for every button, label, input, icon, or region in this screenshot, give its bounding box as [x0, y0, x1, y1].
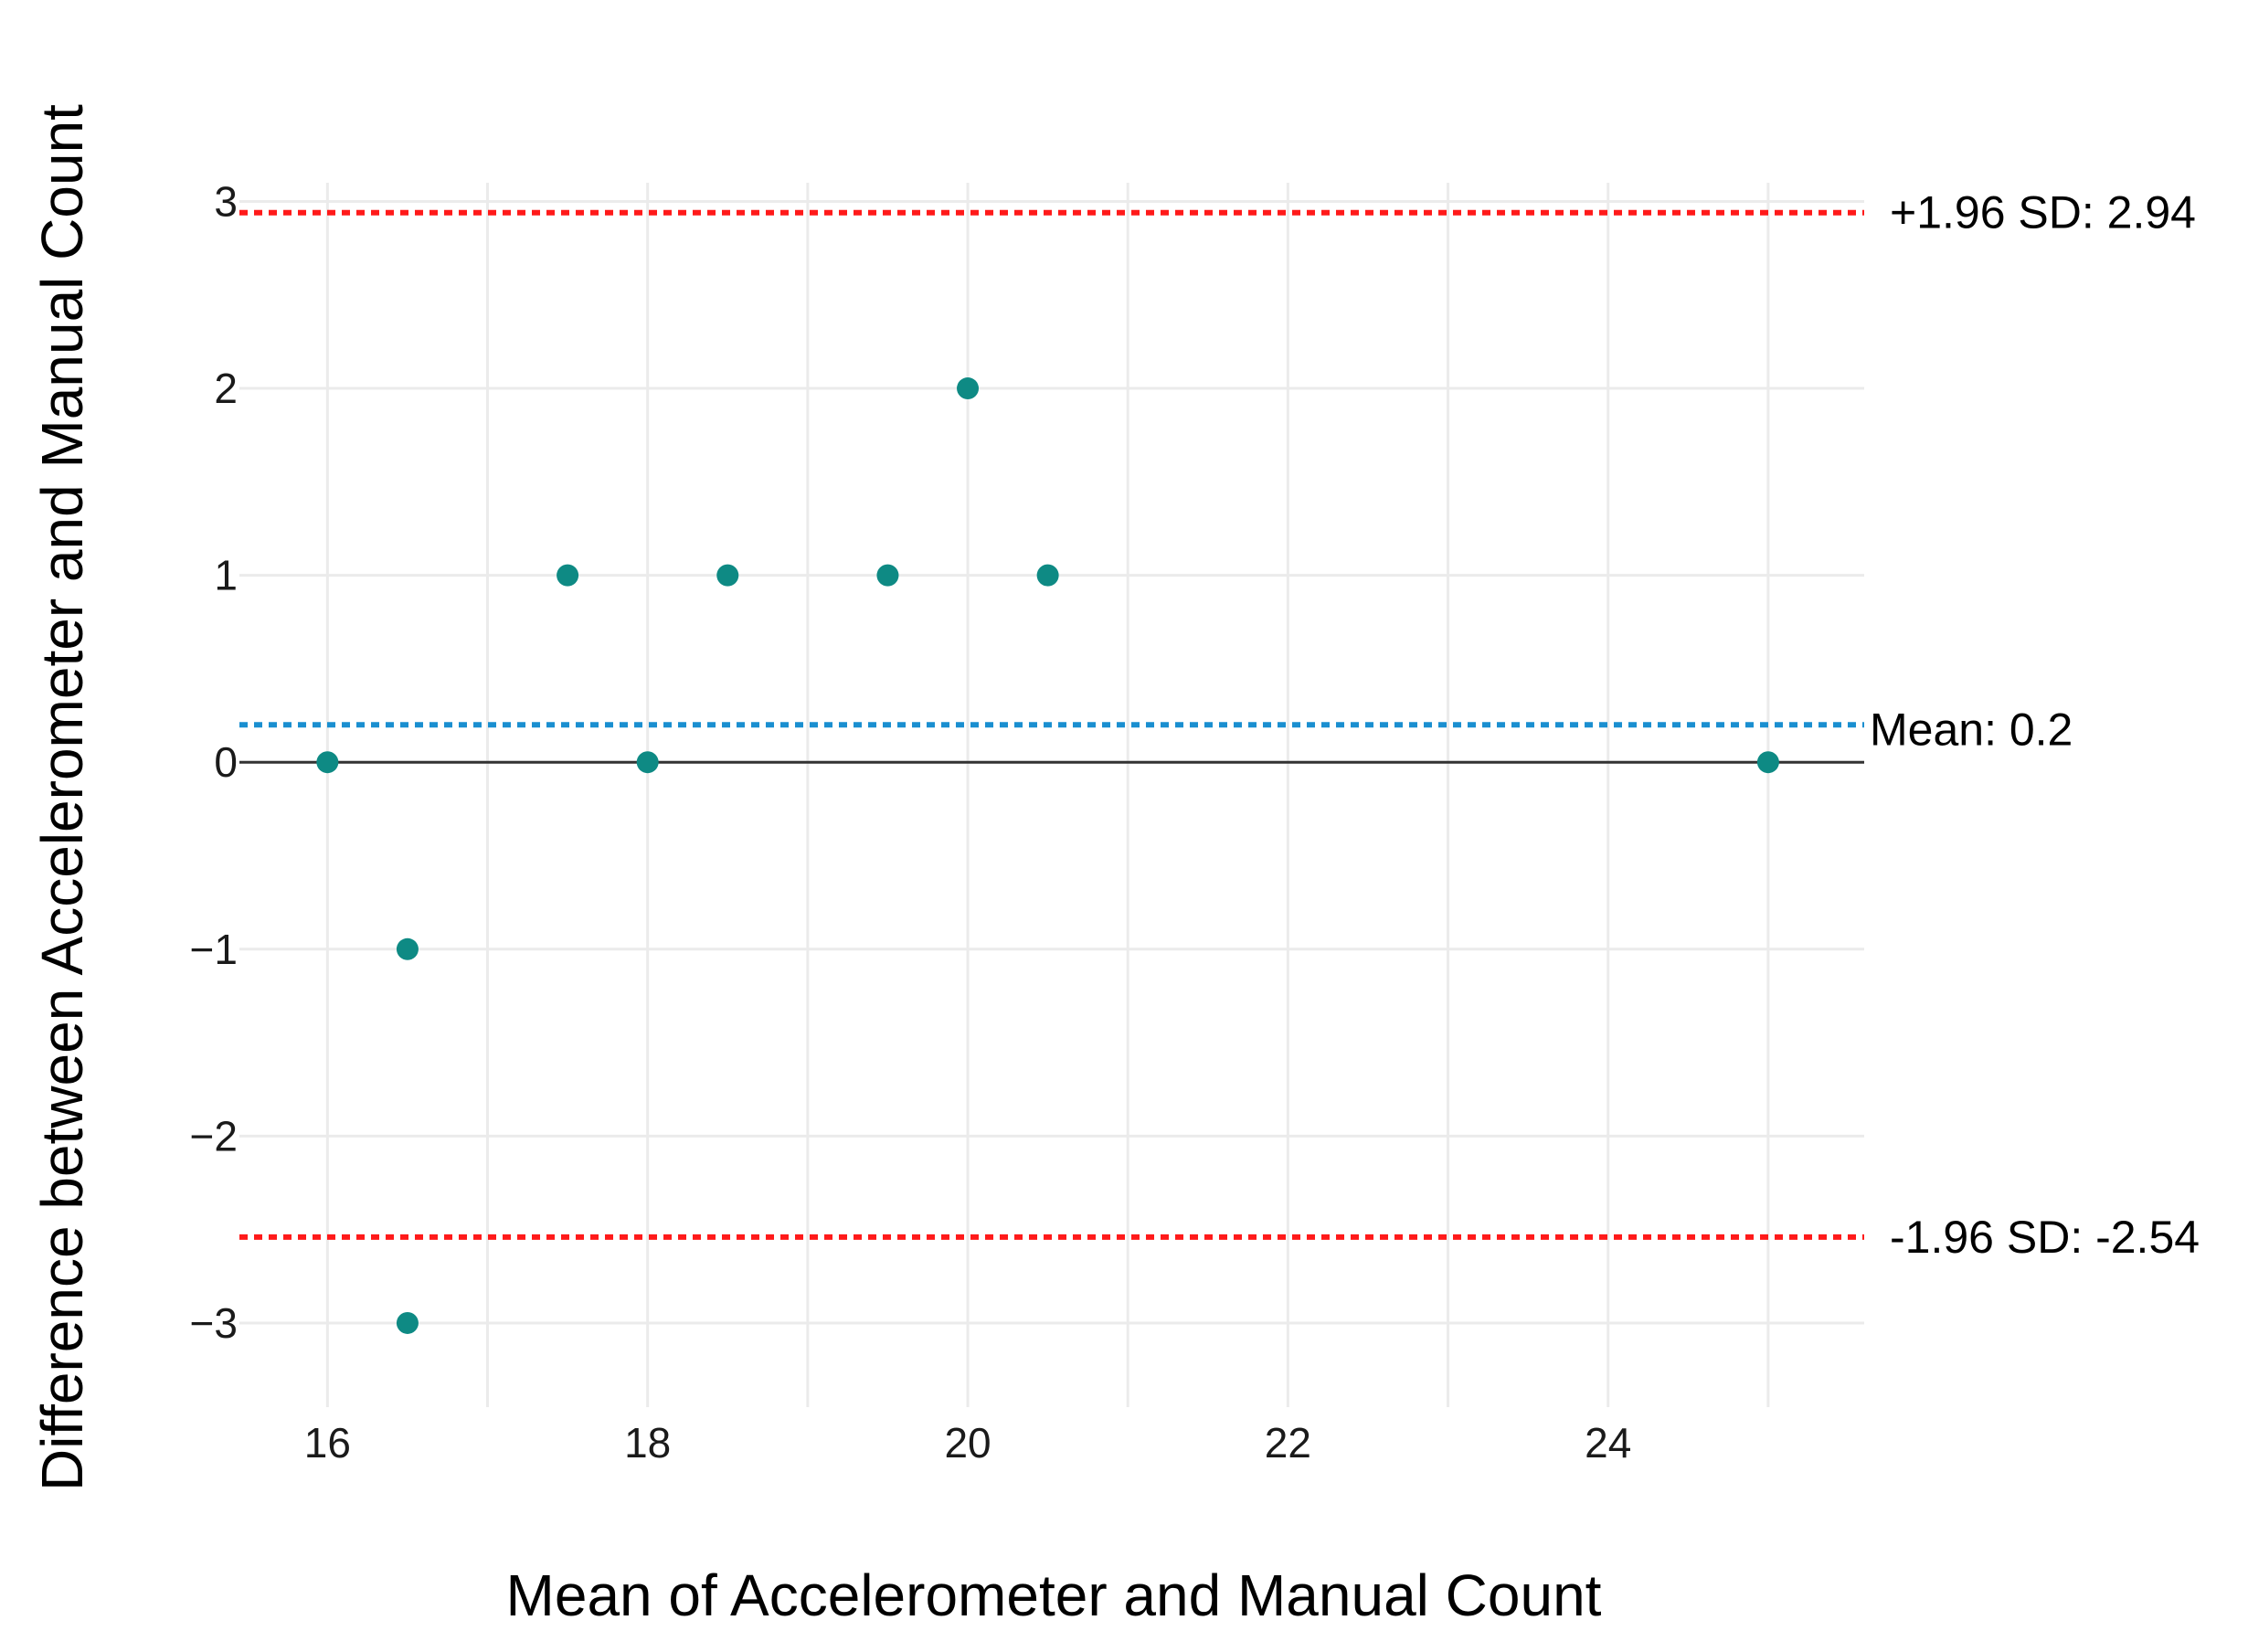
- data-point: [957, 377, 980, 400]
- y-tick-label: 2: [214, 365, 238, 412]
- data-point: [876, 564, 899, 587]
- reference-line-labels: +1.96 SD: 2.94 Mean: 0.2 -1.96 SD: -2.54: [1870, 187, 2200, 1263]
- y-axis-title: Difference between Accelerometer and Man…: [29, 104, 95, 1491]
- y-tick-label: 3: [214, 177, 238, 225]
- x-tick-label: 16: [304, 1419, 351, 1467]
- x-tick-label: 18: [624, 1419, 671, 1467]
- lower-loa-label: -1.96 SD: -2.54: [1890, 1212, 2200, 1263]
- data-point: [1036, 564, 1059, 587]
- data-points: [316, 377, 1779, 1334]
- data-point: [636, 751, 659, 774]
- upper-loa-label: +1.96 SD: 2.94: [1890, 187, 2196, 238]
- y-tick-label: 0: [214, 738, 238, 786]
- vertical-gridlines: [325, 183, 1770, 1407]
- mean-label: Mean: 0.2: [1870, 704, 2073, 755]
- x-axis-tick-labels: 16 18 20 22 24: [304, 1419, 1632, 1467]
- y-tick-label: 1: [214, 552, 238, 599]
- x-axis-title: Mean of Accelerometer and Manual Count: [506, 1562, 1602, 1628]
- x-tick-label: 24: [1585, 1419, 1631, 1467]
- data-point: [557, 564, 579, 587]
- data-point: [396, 937, 419, 960]
- y-axis-tick-labels: 3 2 1 0 −1 −2 −3: [190, 177, 238, 1346]
- y-tick-label: −2: [190, 1112, 238, 1160]
- x-tick-label: 22: [1265, 1419, 1311, 1467]
- data-point: [396, 1311, 419, 1334]
- data-point: [316, 751, 339, 774]
- data-point: [1756, 751, 1779, 774]
- y-tick-label: −3: [190, 1299, 238, 1347]
- reference-lines: [239, 209, 1864, 1240]
- data-point: [716, 564, 739, 587]
- y-tick-label: −1: [190, 926, 238, 973]
- x-tick-label: 20: [944, 1419, 991, 1467]
